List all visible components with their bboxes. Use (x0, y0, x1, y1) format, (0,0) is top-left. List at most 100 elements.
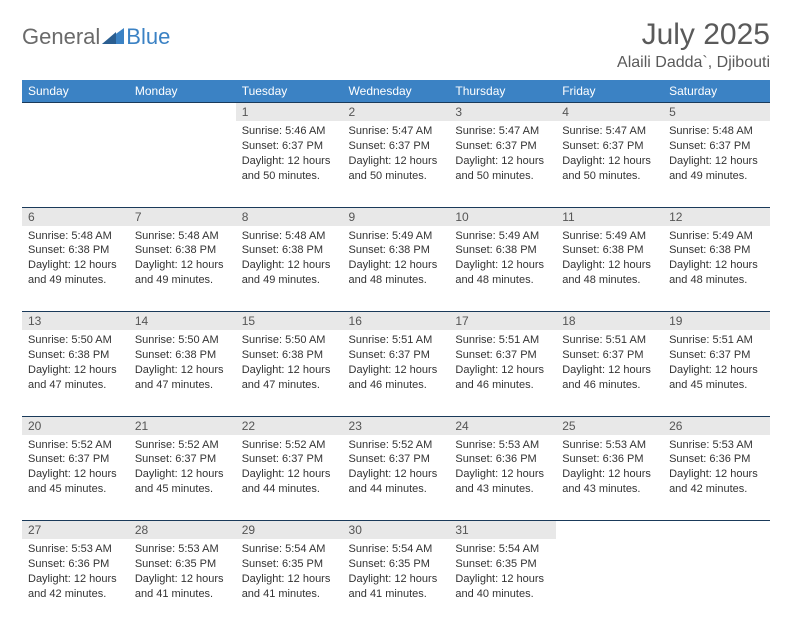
day-number: 12 (663, 207, 770, 226)
sunset-text: Sunset: 6:38 PM (669, 243, 764, 258)
sunrise-text: Sunrise: 5:48 AM (242, 229, 337, 244)
sunrise-text: Sunrise: 5:51 AM (669, 333, 764, 348)
sunrise-text: Sunrise: 5:50 AM (242, 333, 337, 348)
day-number: 15 (236, 312, 343, 331)
sunset-text: Sunset: 6:37 PM (562, 139, 657, 154)
day-number (556, 521, 663, 540)
calendar-table: Sunday Monday Tuesday Wednesday Thursday… (22, 80, 770, 625)
logo-text-general: General (22, 24, 100, 50)
day1-text: Daylight: 12 hours (242, 572, 337, 587)
sunset-text: Sunset: 6:36 PM (455, 452, 550, 467)
sunset-text: Sunset: 6:36 PM (562, 452, 657, 467)
day-number: 25 (556, 416, 663, 435)
sunrise-text: Sunrise: 5:53 AM (28, 542, 123, 557)
day2-text: and 50 minutes. (562, 169, 657, 184)
day-number: 22 (236, 416, 343, 435)
day2-text: and 45 minutes. (135, 482, 230, 497)
sunrise-text: Sunrise: 5:51 AM (349, 333, 444, 348)
weekday-header: Saturday (663, 80, 770, 103)
sunset-text: Sunset: 6:38 PM (135, 243, 230, 258)
day2-text: and 48 minutes. (349, 273, 444, 288)
day1-text: Daylight: 12 hours (349, 363, 444, 378)
day2-text: and 47 minutes. (135, 378, 230, 393)
sunrise-text: Sunrise: 5:53 AM (135, 542, 230, 557)
day-cell: Sunrise: 5:53 AMSunset: 6:36 PMDaylight:… (663, 435, 770, 521)
day2-text: and 40 minutes. (455, 587, 550, 602)
day1-text: Daylight: 12 hours (669, 467, 764, 482)
day1-text: Daylight: 12 hours (242, 363, 337, 378)
logo: General Blue (22, 24, 170, 50)
sunset-text: Sunset: 6:38 PM (28, 348, 123, 363)
sunset-text: Sunset: 6:36 PM (669, 452, 764, 467)
day-cell (129, 121, 236, 207)
day2-text: and 47 minutes. (242, 378, 337, 393)
sunrise-text: Sunrise: 5:47 AM (349, 124, 444, 139)
day-number (663, 521, 770, 540)
month-title: July 2025 (617, 18, 770, 52)
sunset-text: Sunset: 6:38 PM (349, 243, 444, 258)
day-cell (663, 539, 770, 625)
day-cell: Sunrise: 5:49 AMSunset: 6:38 PMDaylight:… (663, 226, 770, 312)
sunset-text: Sunset: 6:37 PM (135, 452, 230, 467)
day-cell: Sunrise: 5:52 AMSunset: 6:37 PMDaylight:… (236, 435, 343, 521)
day2-text: and 49 minutes. (242, 273, 337, 288)
day1-text: Daylight: 12 hours (28, 258, 123, 273)
day2-text: and 41 minutes. (349, 587, 444, 602)
sunset-text: Sunset: 6:37 PM (242, 452, 337, 467)
day-number: 1 (236, 103, 343, 122)
day2-text: and 49 minutes. (669, 169, 764, 184)
day-number: 23 (343, 416, 450, 435)
day1-text: Daylight: 12 hours (455, 572, 550, 587)
day2-text: and 41 minutes. (135, 587, 230, 602)
day-cell: Sunrise: 5:46 AMSunset: 6:37 PMDaylight:… (236, 121, 343, 207)
sunset-text: Sunset: 6:38 PM (135, 348, 230, 363)
day1-text: Daylight: 12 hours (455, 258, 550, 273)
day-number: 26 (663, 416, 770, 435)
day1-text: Daylight: 12 hours (669, 154, 764, 169)
sunrise-text: Sunrise: 5:50 AM (135, 333, 230, 348)
day-number: 10 (449, 207, 556, 226)
day-number-row: 12345 (22, 103, 770, 122)
day1-text: Daylight: 12 hours (28, 467, 123, 482)
day-cell: Sunrise: 5:47 AMSunset: 6:37 PMDaylight:… (343, 121, 450, 207)
day-number: 4 (556, 103, 663, 122)
weekday-header: Thursday (449, 80, 556, 103)
day2-text: and 50 minutes. (242, 169, 337, 184)
sunset-text: Sunset: 6:38 PM (242, 348, 337, 363)
sunrise-text: Sunrise: 5:47 AM (562, 124, 657, 139)
sunrise-text: Sunrise: 5:51 AM (562, 333, 657, 348)
day-cell: Sunrise: 5:49 AMSunset: 6:38 PMDaylight:… (556, 226, 663, 312)
sunset-text: Sunset: 6:37 PM (669, 348, 764, 363)
day-content-row: Sunrise: 5:46 AMSunset: 6:37 PMDaylight:… (22, 121, 770, 207)
day1-text: Daylight: 12 hours (669, 258, 764, 273)
sunrise-text: Sunrise: 5:53 AM (562, 438, 657, 453)
sunrise-text: Sunrise: 5:52 AM (242, 438, 337, 453)
day-cell: Sunrise: 5:52 AMSunset: 6:37 PMDaylight:… (129, 435, 236, 521)
day2-text: and 43 minutes. (455, 482, 550, 497)
day-cell: Sunrise: 5:54 AMSunset: 6:35 PMDaylight:… (449, 539, 556, 625)
day-number: 6 (22, 207, 129, 226)
sunset-text: Sunset: 6:37 PM (349, 139, 444, 154)
day-cell: Sunrise: 5:49 AMSunset: 6:38 PMDaylight:… (449, 226, 556, 312)
day-number (22, 103, 129, 122)
day2-text: and 45 minutes. (28, 482, 123, 497)
sunrise-text: Sunrise: 5:48 AM (669, 124, 764, 139)
sunrise-text: Sunrise: 5:52 AM (349, 438, 444, 453)
day1-text: Daylight: 12 hours (562, 467, 657, 482)
day-number: 3 (449, 103, 556, 122)
day2-text: and 41 minutes. (242, 587, 337, 602)
day-cell: Sunrise: 5:52 AMSunset: 6:37 PMDaylight:… (343, 435, 450, 521)
sunrise-text: Sunrise: 5:49 AM (669, 229, 764, 244)
sunrise-text: Sunrise: 5:53 AM (455, 438, 550, 453)
day-cell (22, 121, 129, 207)
day2-text: and 46 minutes. (455, 378, 550, 393)
day2-text: and 43 minutes. (562, 482, 657, 497)
sunset-text: Sunset: 6:37 PM (455, 139, 550, 154)
day-number: 27 (22, 521, 129, 540)
day1-text: Daylight: 12 hours (349, 258, 444, 273)
day-number: 28 (129, 521, 236, 540)
day-number: 17 (449, 312, 556, 331)
location: Alaili Dadda`, Djibouti (617, 54, 770, 72)
day2-text: and 44 minutes. (349, 482, 444, 497)
sunrise-text: Sunrise: 5:48 AM (28, 229, 123, 244)
